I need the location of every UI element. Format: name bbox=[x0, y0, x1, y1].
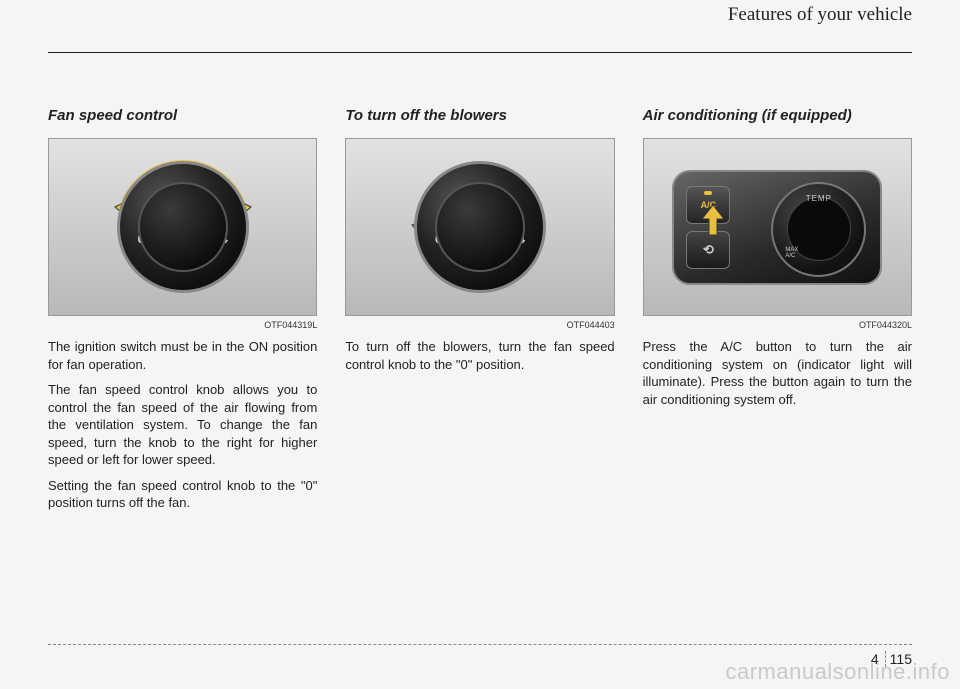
fan-knob: 0 1 2 3 4 ❋ bbox=[113, 157, 253, 297]
col-title: Fan speed control bbox=[48, 107, 317, 124]
paragraph: Setting the fan speed control knob to th… bbox=[48, 477, 317, 512]
body-text: Press the A/C button to turn the air con… bbox=[643, 338, 912, 408]
figure-ac: A/C ⟲ TEMP MAX A/C bbox=[643, 138, 912, 316]
ac-button-label: A/C bbox=[701, 200, 717, 210]
figure-turn-off: 0 1 2 3 4 ❋ bbox=[345, 138, 614, 316]
ac-button: A/C bbox=[686, 186, 730, 224]
body-text: To turn off the blowers, turn the fan sp… bbox=[345, 338, 614, 373]
figure-code: OTF044320L bbox=[643, 320, 912, 330]
paragraph: To turn off the blowers, turn the fan sp… bbox=[345, 338, 614, 373]
watermark: carmanualsonline.info bbox=[725, 659, 950, 685]
col-title: To turn off the blowers bbox=[345, 107, 614, 124]
recirculate-icon: ⟲ bbox=[703, 242, 714, 258]
header-rule bbox=[48, 52, 912, 53]
paragraph: The ignition switch must be in the ON po… bbox=[48, 338, 317, 373]
ac-indicator-led bbox=[704, 191, 712, 195]
paragraph: Press the A/C button to turn the air con… bbox=[643, 338, 912, 408]
body-text: The ignition switch must be in the ON po… bbox=[48, 338, 317, 512]
col-fan-speed: Fan speed control 0 1 2 3 4 ❋ bbox=[48, 107, 317, 520]
ac-panel: A/C ⟲ TEMP MAX A/C bbox=[662, 157, 892, 297]
fan-knob: 0 1 2 3 4 ❋ bbox=[410, 157, 550, 297]
header-title: Features of your vehicle bbox=[728, 4, 912, 26]
temp-knob: TEMP MAX A/C bbox=[771, 182, 866, 277]
col-title: Air conditioning (if equipped) bbox=[643, 107, 912, 124]
figure-code: OTF044319L bbox=[48, 320, 317, 330]
page-content: Features of your vehicle Fan speed contr… bbox=[0, 0, 960, 520]
columns: Fan speed control 0 1 2 3 4 ❋ bbox=[48, 107, 912, 520]
col-turn-off: To turn off the blowers 0 1 2 3 4 ❋ bbox=[345, 107, 614, 520]
temp-max-label: MAX A/C bbox=[785, 247, 798, 259]
recirculate-button: ⟲ bbox=[686, 231, 730, 269]
col-air-conditioning: Air conditioning (if equipped) A/C ⟲ bbox=[643, 107, 912, 520]
temp-label: TEMP bbox=[806, 194, 832, 203]
footer-rule bbox=[48, 644, 912, 645]
figure-fan-speed: 0 1 2 3 4 ❋ bbox=[48, 138, 317, 316]
figure-code: OTF044403 bbox=[345, 320, 614, 330]
paragraph: The fan speed control knob allows you to… bbox=[48, 381, 317, 469]
